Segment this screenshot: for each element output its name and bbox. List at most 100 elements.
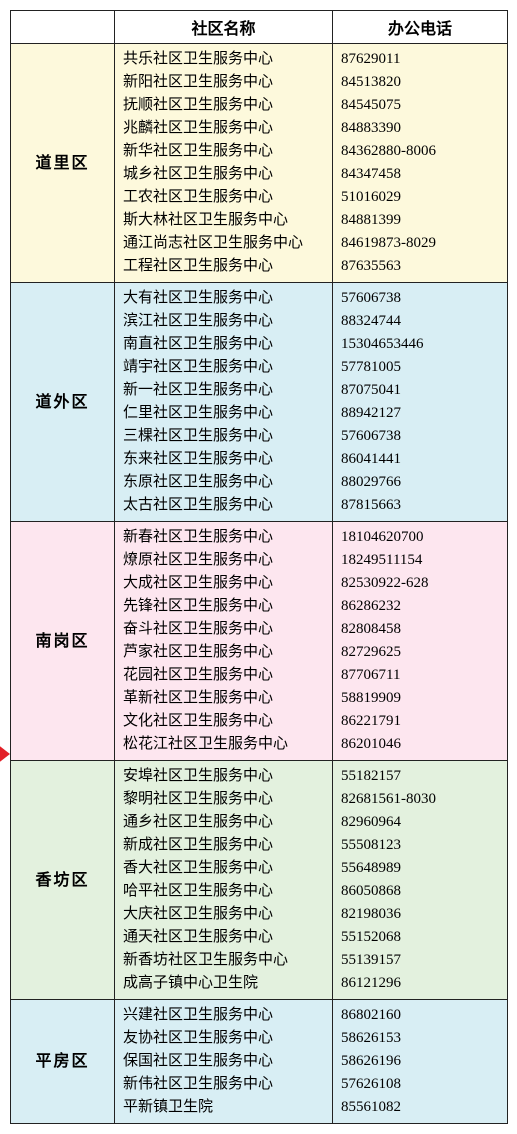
community-name: 花园社区卫生服务中心: [123, 664, 324, 687]
community-phone: 82808458: [341, 618, 499, 641]
community-name: 新成社区卫生服务中心: [123, 834, 324, 857]
community-phone: 82530922-628: [341, 572, 499, 595]
district-cell: 道里区: [11, 44, 115, 283]
community-name: 哈平社区卫生服务中心: [123, 880, 324, 903]
community-phone: 88324744: [341, 310, 499, 333]
community-name: 先锋社区卫生服务中心: [123, 595, 324, 618]
community-phone: 86201046: [341, 733, 499, 756]
community-name: 新香坊社区卫生服务中心: [123, 949, 324, 972]
community-name: 芦家社区卫生服务中心: [123, 641, 324, 664]
table-row: 南岗区新春社区卫生服务中心燎原社区卫生服务中心大成社区卫生服务中心先锋社区卫生服…: [11, 522, 508, 761]
community-name: 工程社区卫生服务中心: [123, 255, 324, 278]
community-phone: 18249511154: [341, 549, 499, 572]
community-name: 南直社区卫生服务中心: [123, 333, 324, 356]
community-name: 成高子镇中心卫生院: [123, 972, 324, 995]
community-phone: 84619873-8029: [341, 232, 499, 255]
names-cell: 大有社区卫生服务中心滨江社区卫生服务中心南直社区卫生服务中心靖宇社区卫生服务中心…: [115, 283, 333, 522]
community-name: 奋斗社区卫生服务中心: [123, 618, 324, 641]
community-phone: 51016029: [341, 186, 499, 209]
phones-cell: 8762901184513820845450758488339084362880…: [333, 44, 508, 283]
community-phone: 87706711: [341, 664, 499, 687]
header-district: [11, 11, 115, 44]
community-phone: 55139157: [341, 949, 499, 972]
community-phone: 84347458: [341, 163, 499, 186]
community-name: 革新社区卫生服务中心: [123, 687, 324, 710]
names-cell: 共乐社区卫生服务中心新阳社区卫生服务中心抚顺社区卫生服务中心兆麟社区卫生服务中心…: [115, 44, 333, 283]
header-phone: 办公电话: [333, 11, 508, 44]
community-name: 保国社区卫生服务中心: [123, 1050, 324, 1073]
community-phone: 57606738: [341, 425, 499, 448]
community-name: 通天社区卫生服务中心: [123, 926, 324, 949]
community-name: 通乡社区卫生服务中心: [123, 811, 324, 834]
table-row: 香坊区安埠社区卫生服务中心黎明社区卫生服务中心通乡社区卫生服务中心新成社区卫生服…: [11, 761, 508, 1000]
community-phone: 58626153: [341, 1027, 499, 1050]
community-phone: 85561082: [341, 1096, 499, 1119]
header-name: 社区名称: [115, 11, 333, 44]
community-name: 新春社区卫生服务中心: [123, 526, 324, 549]
community-name: 友协社区卫生服务中心: [123, 1027, 324, 1050]
community-name: 城乡社区卫生服务中心: [123, 163, 324, 186]
phones-cell: 5760673888324744153046534465778100587075…: [333, 283, 508, 522]
table-wrap: 社区名称 办公电话 道里区共乐社区卫生服务中心新阳社区卫生服务中心抚顺社区卫生服…: [10, 10, 507, 1124]
community-phone: 86802160: [341, 1004, 499, 1027]
table-row: 平房区兴建社区卫生服务中心友协社区卫生服务中心保国社区卫生服务中心新伟社区卫生服…: [11, 1000, 508, 1124]
community-phone: 86221791: [341, 710, 499, 733]
community-name: 三棵社区卫生服务中心: [123, 425, 324, 448]
community-name: 大有社区卫生服务中心: [123, 287, 324, 310]
community-name: 太古社区卫生服务中心: [123, 494, 324, 517]
community-phone: 82960964: [341, 811, 499, 834]
community-name: 斯大林社区卫生服务中心: [123, 209, 324, 232]
phones-cell: 181046207001824951115482530922-628862862…: [333, 522, 508, 761]
district-cell: 香坊区: [11, 761, 115, 1000]
community-phone: 86050868: [341, 880, 499, 903]
district-cell: 平房区: [11, 1000, 115, 1124]
community-phone: 55152068: [341, 926, 499, 949]
community-phone: 82681561-8030: [341, 788, 499, 811]
community-name: 兴建社区卫生服务中心: [123, 1004, 324, 1027]
names-cell: 安埠社区卫生服务中心黎明社区卫生服务中心通乡社区卫生服务中心新成社区卫生服务中心…: [115, 761, 333, 1000]
community-name: 通江尚志社区卫生服务中心: [123, 232, 324, 255]
community-phone: 55648989: [341, 857, 499, 880]
community-phone: 87629011: [341, 48, 499, 71]
community-name: 东原社区卫生服务中心: [123, 471, 324, 494]
community-phone: 57626108: [341, 1073, 499, 1096]
community-name: 抚顺社区卫生服务中心: [123, 94, 324, 117]
left-arrow-marker: [0, 740, 10, 768]
community-name: 东来社区卫生服务中心: [123, 448, 324, 471]
community-name: 新阳社区卫生服务中心: [123, 71, 324, 94]
community-phone: 58626196: [341, 1050, 499, 1073]
community-phone: 18104620700: [341, 526, 499, 549]
community-name: 大成社区卫生服务中心: [123, 572, 324, 595]
community-phone: 55182157: [341, 765, 499, 788]
phones-cell: 5518215782681561-80308296096455508123556…: [333, 761, 508, 1000]
community-phone: 82198036: [341, 903, 499, 926]
community-phone: 87635563: [341, 255, 499, 278]
community-name: 香大社区卫生服务中心: [123, 857, 324, 880]
community-phone: 84881399: [341, 209, 499, 232]
community-name: 安埠社区卫生服务中心: [123, 765, 324, 788]
district-cell: 南岗区: [11, 522, 115, 761]
community-name: 文化社区卫生服务中心: [123, 710, 324, 733]
community-table: 社区名称 办公电话 道里区共乐社区卫生服务中心新阳社区卫生服务中心抚顺社区卫生服…: [10, 10, 508, 1124]
table-row: 道里区共乐社区卫生服务中心新阳社区卫生服务中心抚顺社区卫生服务中心兆麟社区卫生服…: [11, 44, 508, 283]
table-row: 道外区大有社区卫生服务中心滨江社区卫生服务中心南直社区卫生服务中心靖宇社区卫生服…: [11, 283, 508, 522]
community-phone: 84883390: [341, 117, 499, 140]
community-phone: 84545075: [341, 94, 499, 117]
community-phone: 57606738: [341, 287, 499, 310]
community-name: 仁里社区卫生服务中心: [123, 402, 324, 425]
phones-cell: 8680216058626153586261965762610885561082: [333, 1000, 508, 1124]
community-name: 靖宇社区卫生服务中心: [123, 356, 324, 379]
community-phone: 15304653446: [341, 333, 499, 356]
community-name: 共乐社区卫生服务中心: [123, 48, 324, 71]
header-row: 社区名称 办公电话: [11, 11, 508, 44]
community-name: 平新镇卫生院: [123, 1096, 324, 1119]
community-phone: 86121296: [341, 972, 499, 995]
community-name: 兆麟社区卫生服务中心: [123, 117, 324, 140]
community-phone: 87075041: [341, 379, 499, 402]
community-name: 松花江社区卫生服务中心: [123, 733, 324, 756]
community-name: 滨江社区卫生服务中心: [123, 310, 324, 333]
names-cell: 新春社区卫生服务中心燎原社区卫生服务中心大成社区卫生服务中心先锋社区卫生服务中心…: [115, 522, 333, 761]
community-phone: 86286232: [341, 595, 499, 618]
community-phone: 58819909: [341, 687, 499, 710]
community-name: 大庆社区卫生服务中心: [123, 903, 324, 926]
